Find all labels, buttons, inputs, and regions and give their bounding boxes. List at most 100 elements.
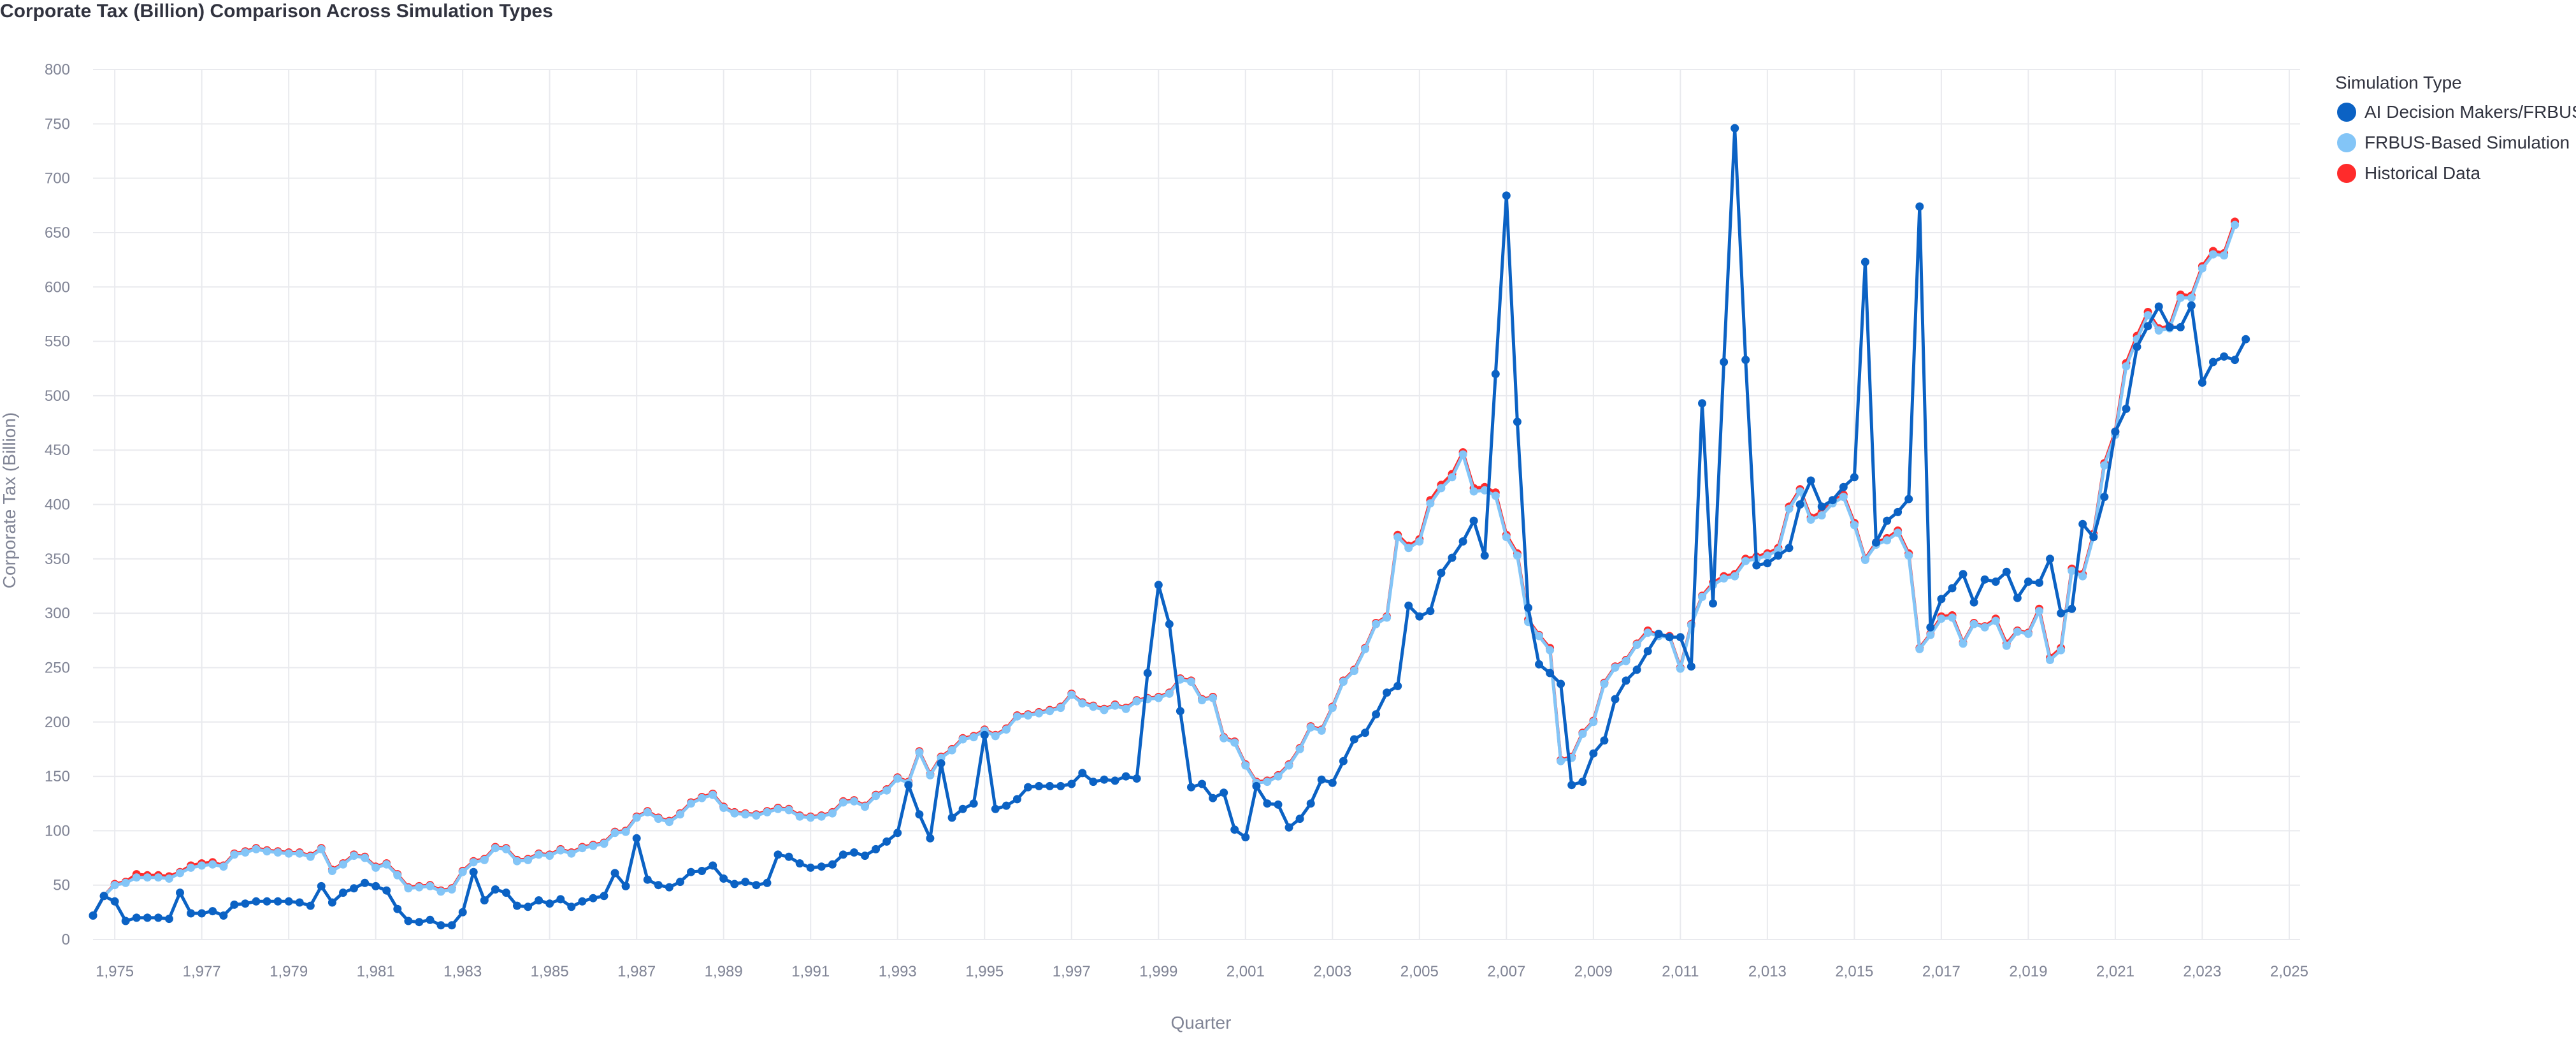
data-point-frbus-based-simulation[interactable] [1589, 718, 1598, 727]
data-point-frbus-based-simulation[interactable] [1154, 693, 1163, 702]
data-point-frbus-based-simulation[interactable] [665, 818, 673, 827]
data-point-ai-decision-makers-frbus[interactable] [893, 829, 902, 837]
data-point-frbus-based-simulation[interactable] [2078, 572, 2087, 581]
data-point-ai-decision-makers-frbus[interactable] [1513, 417, 1522, 426]
data-point-frbus-based-simulation[interactable] [1111, 701, 1119, 710]
data-point-frbus-based-simulation[interactable] [958, 735, 967, 744]
data-point-ai-decision-makers-frbus[interactable] [2231, 356, 2240, 365]
data-point-ai-decision-makers-frbus[interactable] [361, 878, 370, 887]
data-point-ai-decision-makers-frbus[interactable] [621, 881, 630, 890]
data-point-ai-decision-makers-frbus[interactable] [2143, 322, 2152, 331]
data-point-frbus-based-simulation[interactable] [415, 883, 424, 892]
data-point-frbus-based-simulation[interactable] [1121, 704, 1130, 713]
data-point-ai-decision-makers-frbus[interactable] [1817, 502, 1826, 511]
data-point-ai-decision-makers-frbus[interactable] [154, 913, 162, 922]
data-point-frbus-based-simulation[interactable] [295, 849, 304, 858]
data-point-frbus-based-simulation[interactable] [838, 798, 847, 807]
data-point-ai-decision-makers-frbus[interactable] [838, 850, 847, 859]
data-point-ai-decision-makers-frbus[interactable] [132, 913, 141, 922]
data-point-ai-decision-makers-frbus[interactable] [610, 869, 619, 878]
data-point-ai-decision-makers-frbus[interactable] [2089, 533, 2098, 542]
data-point-ai-decision-makers-frbus[interactable] [1557, 679, 1565, 688]
data-point-ai-decision-makers-frbus[interactable] [1904, 495, 1913, 504]
data-point-ai-decision-makers-frbus[interactable] [2024, 577, 2033, 586]
data-point-frbus-based-simulation[interactable] [610, 829, 619, 837]
data-point-ai-decision-makers-frbus[interactable] [1915, 202, 1924, 211]
data-point-frbus-based-simulation[interactable] [1926, 630, 1935, 639]
data-point-ai-decision-makers-frbus[interactable] [1774, 551, 1783, 560]
data-point-frbus-based-simulation[interactable] [850, 797, 858, 806]
data-point-frbus-based-simulation[interactable] [687, 799, 695, 808]
data-point-frbus-based-simulation[interactable] [806, 813, 815, 822]
data-point-frbus-based-simulation[interactable] [241, 848, 250, 857]
data-point-ai-decision-makers-frbus[interactable] [1948, 584, 1957, 593]
data-point-frbus-based-simulation[interactable] [795, 812, 804, 821]
data-point-ai-decision-makers-frbus[interactable] [2187, 301, 2196, 310]
data-point-frbus-based-simulation[interactable] [1763, 551, 1772, 560]
data-point-ai-decision-makers-frbus[interactable] [1121, 772, 1130, 781]
data-point-ai-decision-makers-frbus[interactable] [404, 917, 413, 925]
data-point-frbus-based-simulation[interactable] [187, 863, 196, 872]
data-point-ai-decision-makers-frbus[interactable] [1959, 570, 1968, 579]
data-point-frbus-based-simulation[interactable] [1012, 712, 1021, 721]
data-point-frbus-based-simulation[interactable] [2013, 627, 2022, 636]
data-point-ai-decision-makers-frbus[interactable] [1795, 500, 1804, 509]
data-point-frbus-based-simulation[interactable] [1806, 515, 1815, 524]
legend-item-ai[interactable]: AI Decision Makers/FRBUS [2337, 102, 2576, 122]
data-point-frbus-based-simulation[interactable] [1785, 504, 1794, 513]
data-point-frbus-based-simulation[interactable] [1295, 744, 1304, 753]
legend-item-frbus[interactable]: FRBUS-Based Simulation [2337, 133, 2570, 152]
data-point-ai-decision-makers-frbus[interactable] [1687, 662, 1695, 671]
data-point-ai-decision-makers-frbus[interactable] [709, 861, 717, 870]
data-point-frbus-based-simulation[interactable] [1622, 656, 1630, 665]
data-point-frbus-based-simulation[interactable] [219, 862, 228, 871]
data-point-ai-decision-makers-frbus[interactable] [958, 804, 967, 813]
data-point-ai-decision-makers-frbus[interactable] [1100, 775, 1109, 784]
data-point-ai-decision-makers-frbus[interactable] [1220, 788, 1228, 797]
data-point-frbus-based-simulation[interactable] [1306, 723, 1315, 732]
data-point-frbus-based-simulation[interactable] [1067, 690, 1076, 699]
data-point-frbus-based-simulation[interactable] [2002, 641, 2011, 650]
data-point-ai-decision-makers-frbus[interactable] [382, 886, 391, 895]
data-point-ai-decision-makers-frbus[interactable] [1339, 757, 1348, 765]
data-point-ai-decision-makers-frbus[interactable] [1491, 370, 1500, 379]
data-point-ai-decision-makers-frbus[interactable] [339, 888, 347, 897]
data-point-frbus-based-simulation[interactable] [426, 881, 435, 890]
data-point-ai-decision-makers-frbus[interactable] [1698, 399, 1706, 408]
data-point-frbus-based-simulation[interactable] [1100, 706, 1109, 714]
data-point-frbus-based-simulation[interactable] [2068, 567, 2076, 576]
data-point-frbus-based-simulation[interactable] [1209, 693, 1218, 702]
data-point-ai-decision-makers-frbus[interactable] [1361, 728, 1369, 737]
data-point-ai-decision-makers-frbus[interactable] [426, 915, 435, 924]
data-point-frbus-based-simulation[interactable] [1611, 663, 1620, 672]
data-point-frbus-based-simulation[interactable] [1437, 484, 1446, 493]
data-point-ai-decision-makers-frbus[interactable] [1991, 577, 2000, 586]
data-point-ai-decision-makers-frbus[interactable] [654, 881, 663, 890]
data-point-ai-decision-makers-frbus[interactable] [1111, 776, 1119, 785]
data-point-ai-decision-makers-frbus[interactable] [665, 883, 673, 892]
data-point-frbus-based-simulation[interactable] [404, 884, 413, 893]
data-point-ai-decision-makers-frbus[interactable] [524, 902, 533, 911]
data-point-frbus-based-simulation[interactable] [1383, 613, 1392, 622]
data-point-frbus-based-simulation[interactable] [1883, 536, 1892, 545]
data-point-frbus-based-simulation[interactable] [524, 855, 533, 864]
data-point-ai-decision-makers-frbus[interactable] [176, 888, 184, 897]
data-point-ai-decision-makers-frbus[interactable] [1035, 781, 1044, 790]
data-point-frbus-based-simulation[interactable] [176, 869, 184, 878]
data-point-ai-decision-makers-frbus[interactable] [1600, 736, 1609, 745]
data-point-frbus-based-simulation[interactable] [1415, 537, 1424, 546]
data-point-frbus-based-simulation[interactable] [1035, 709, 1044, 718]
data-point-frbus-based-simulation[interactable] [1372, 620, 1381, 628]
data-point-ai-decision-makers-frbus[interactable] [164, 915, 173, 924]
data-point-frbus-based-simulation[interactable] [1600, 679, 1609, 688]
data-point-frbus-based-simulation[interactable] [1720, 574, 1729, 583]
data-point-ai-decision-makers-frbus[interactable] [263, 897, 271, 906]
data-point-frbus-based-simulation[interactable] [1535, 632, 1543, 641]
data-point-frbus-based-simulation[interactable] [1339, 678, 1348, 686]
data-point-ai-decision-makers-frbus[interactable] [306, 901, 315, 910]
data-point-frbus-based-simulation[interactable] [501, 844, 510, 853]
data-point-ai-decision-makers-frbus[interactable] [371, 881, 380, 890]
data-point-frbus-based-simulation[interactable] [469, 858, 478, 867]
data-point-frbus-based-simulation[interactable] [1795, 487, 1804, 496]
data-point-ai-decision-makers-frbus[interactable] [252, 897, 261, 906]
